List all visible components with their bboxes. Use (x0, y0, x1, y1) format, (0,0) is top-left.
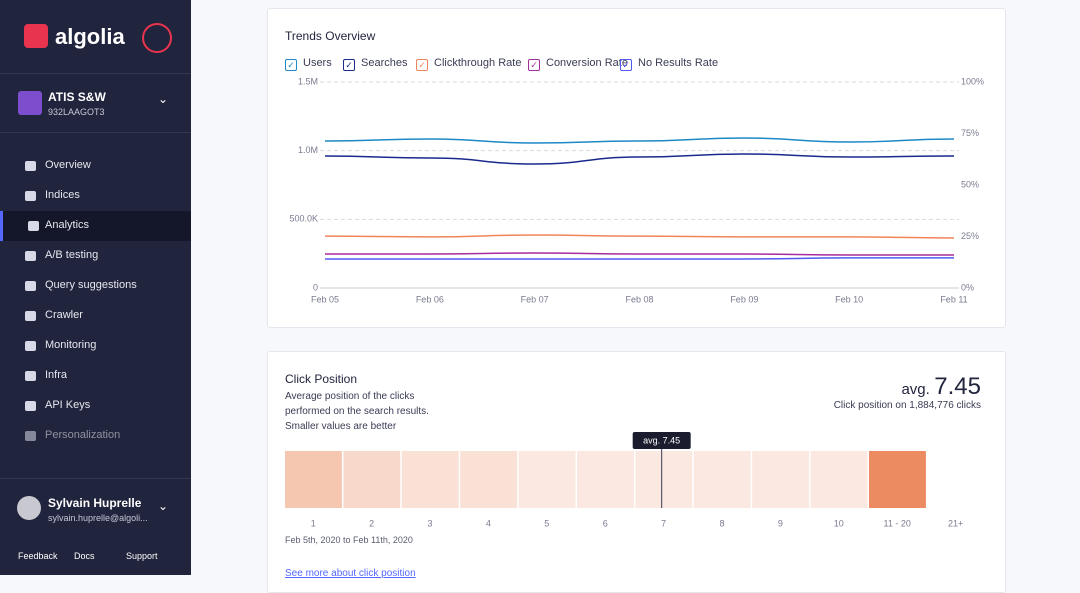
app-icon (18, 91, 42, 115)
nav-label: Crawler (45, 309, 83, 321)
app-name[interactable]: ATIS S&W (48, 90, 106, 104)
trends-title: Trends Overview (285, 29, 376, 43)
click-description: Average position of the clicks performed… (285, 389, 429, 434)
text: performed on the search results. (285, 406, 429, 417)
nav-label: API Keys (45, 399, 91, 411)
user-name[interactable]: Sylvain Huprelle (48, 496, 142, 510)
avg-subtitle: Click position on 1,884,776 clicks (833, 400, 981, 411)
app-id: 932LAAGOT3 (48, 107, 105, 117)
nav-item[interactable]: Infra (0, 361, 191, 391)
legend-label: Clickthrough Rate (434, 57, 522, 69)
checkbox: ✓ (528, 59, 540, 71)
checkbox: ✓ (620, 59, 632, 71)
page: algolia ATIS S&W 932LAAGOT3 ⌄ Overview In… (0, 0, 1006, 593)
footer-link[interactable]: Support (126, 551, 158, 561)
nav-label: A/B testing (45, 249, 99, 261)
chevron[interactable]: ⌄ (158, 499, 169, 513)
nav-item[interactable]: Indices (0, 181, 191, 211)
date-range: Feb 5th, 2020 to Feb 11th, 2020 (285, 535, 413, 545)
nav-label: Query suggestions (45, 279, 137, 291)
trends-card (267, 8, 1006, 328)
nav-item[interactable]: Overview (0, 151, 191, 181)
legend-label: Searches (361, 57, 408, 69)
nav-label: Personalization (45, 429, 121, 441)
nav-item[interactable]: A/B testing (0, 241, 191, 271)
nav-icon (25, 281, 36, 291)
legend-item[interactable]: ✓ Conversion Rate (528, 57, 628, 71)
checkbox: ✓ (343, 59, 355, 71)
avg-value: 7.45 (934, 373, 981, 400)
nav-icon (25, 161, 36, 171)
checkbox: ✓ (285, 59, 297, 71)
legend-label: Conversion Rate (546, 57, 628, 69)
nav-item[interactable]: API Keys (0, 391, 191, 421)
nav-label: Monitoring (45, 339, 97, 351)
nav-label: Overview (45, 159, 91, 171)
nav-icon (25, 341, 36, 351)
nav-icon (25, 251, 36, 261)
checkbox: ✓ (416, 59, 428, 71)
click-card (267, 351, 1006, 593)
nav-label: Infra (45, 369, 68, 381)
user-email: sylvain.huprelle@algoli... (48, 513, 148, 523)
legend-item[interactable]: ✓ Searches (343, 57, 407, 71)
footer-link[interactable]: Feedback (18, 551, 58, 561)
logo (24, 24, 48, 48)
legend-item[interactable]: ✓ Clickthrough Rate (416, 57, 521, 71)
search-button[interactable] (142, 23, 172, 53)
nav-label: Indices (45, 189, 80, 201)
avg-block: avg. 7.45 (901, 373, 981, 401)
avatar (17, 496, 41, 520)
nav-label: Analytics (45, 219, 90, 231)
nav-icon (25, 431, 36, 441)
footer-link[interactable]: Docs (74, 551, 95, 561)
nav-icon (25, 311, 36, 321)
nav-item[interactable]: Monitoring (0, 331, 191, 361)
legend-label: No Results Rate (638, 57, 719, 69)
legend-label: Users (303, 57, 332, 69)
nav-icon (28, 221, 39, 231)
nav-item[interactable]: Personalization (0, 421, 191, 451)
nav-icon (25, 371, 36, 381)
click-title: Click Position (285, 372, 358, 386)
chevron[interactable]: ⌄ (158, 92, 169, 106)
nav-item[interactable]: Analytics (0, 211, 191, 241)
nav-item[interactable]: Query suggestions (0, 271, 191, 301)
link[interactable]: See more about click position (285, 568, 416, 579)
legend-item[interactable]: ✓ No Results Rate (620, 57, 718, 71)
avg-prefix: avg. (901, 381, 930, 398)
brand: algolia (55, 24, 125, 49)
nav-icon (25, 401, 36, 411)
text: Average position of the clicks (285, 391, 415, 402)
text: Smaller values are better (285, 421, 397, 432)
nav-icon (25, 191, 36, 201)
nav-item[interactable]: Crawler (0, 301, 191, 331)
sidebar: algolia ATIS S&W 932LAAGOT3 ⌄ Overview In… (0, 0, 191, 575)
legend-item[interactable]: ✓ Users (285, 57, 332, 71)
